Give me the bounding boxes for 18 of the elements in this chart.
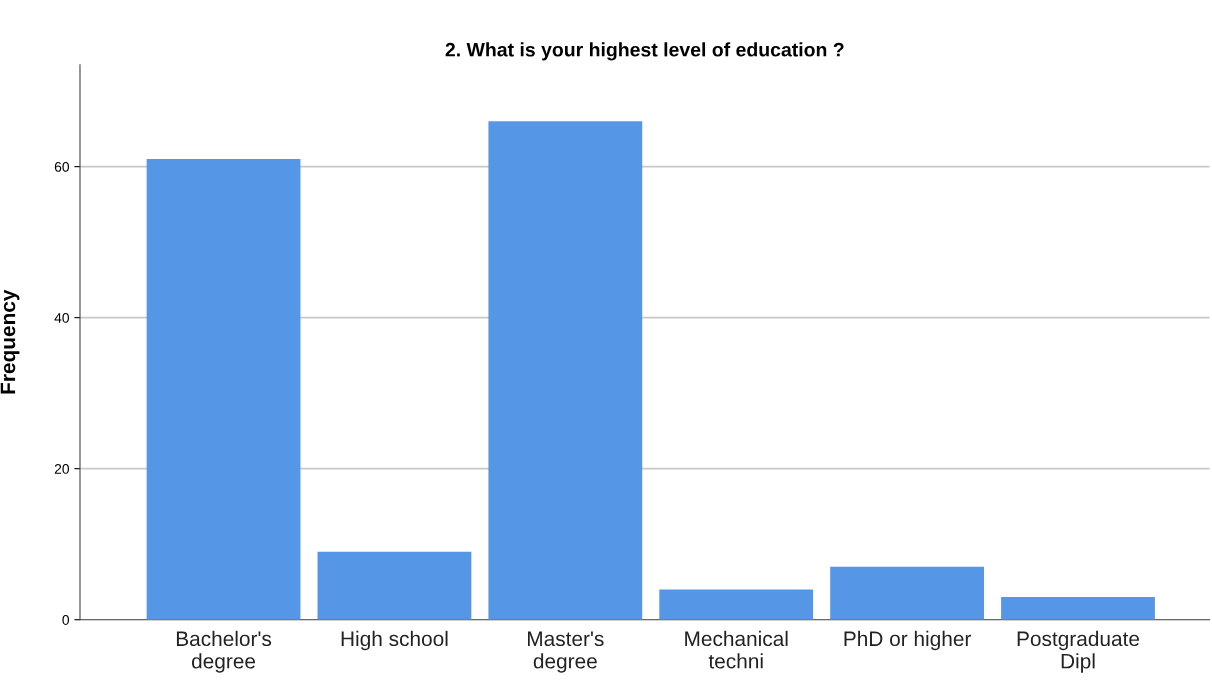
y-tick-label: 40: [54, 313, 70, 323]
x-tick-label: High school: [341, 630, 448, 651]
y-axis-title: Frequency: [0, 289, 20, 394]
bar: [1001, 597, 1155, 620]
x-tick-label: PhD or higher: [844, 630, 972, 651]
chart-title: 2. What is your highest level of education ?: [445, 42, 844, 61]
bar: [488, 121, 643, 620]
bar: [146, 159, 301, 620]
y-tick-label: 20: [54, 464, 70, 474]
y-tick-label: 0: [62, 615, 70, 625]
x-tick-label: Mechanical techni: [685, 630, 788, 669]
bar: [659, 589, 814, 620]
bar: [317, 551, 472, 620]
x-tick-label: Postgraduate Dipl: [1017, 630, 1140, 673]
bar: [830, 566, 984, 620]
x-tick-label: Bachelor's degree: [176, 630, 272, 673]
x-tick-label: Master's degree: [528, 631, 604, 673]
y-tick-label: 60: [54, 161, 70, 172]
